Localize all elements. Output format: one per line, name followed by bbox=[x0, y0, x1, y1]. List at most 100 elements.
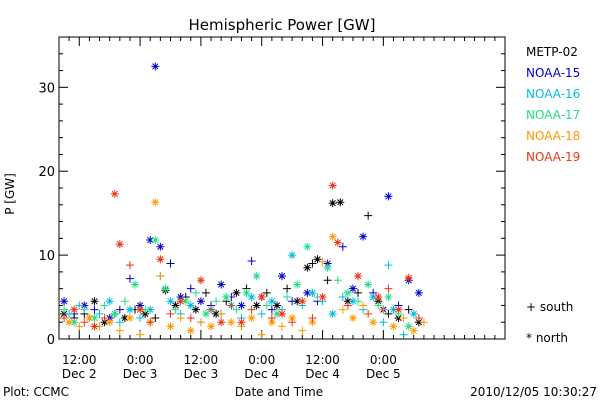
x-tick-label-date: Dec 5 bbox=[366, 367, 401, 381]
data-point bbox=[338, 305, 347, 314]
data-point bbox=[374, 293, 383, 302]
data-point bbox=[374, 301, 383, 310]
data-point bbox=[414, 318, 423, 327]
series-noaa-17 bbox=[60, 236, 413, 331]
legend-item: NOAA-18 bbox=[526, 129, 580, 143]
data-point bbox=[125, 261, 134, 270]
legend-item: NOAA-17 bbox=[526, 108, 580, 122]
data-point bbox=[115, 305, 124, 314]
data-point bbox=[384, 309, 393, 318]
data-point bbox=[166, 322, 175, 331]
footer-timestamp: 2010/12/05 10:30:27 bbox=[470, 385, 597, 399]
data-point bbox=[354, 297, 363, 306]
legend-item: NOAA-16 bbox=[526, 87, 580, 101]
data-point bbox=[272, 301, 281, 310]
data-point bbox=[369, 318, 378, 327]
data-point bbox=[166, 259, 175, 268]
data-point bbox=[65, 309, 74, 318]
x-tick-label-time: 0:00 bbox=[127, 353, 154, 367]
data-point bbox=[60, 314, 69, 323]
data-point bbox=[419, 318, 428, 327]
data-point bbox=[115, 326, 124, 335]
x-axis-label: Date and Time bbox=[235, 385, 323, 399]
data-point bbox=[115, 318, 124, 327]
data-point bbox=[328, 199, 337, 208]
series-noaa-19 bbox=[60, 181, 423, 331]
data-point bbox=[191, 305, 200, 314]
data-point bbox=[75, 301, 84, 310]
data-point bbox=[222, 293, 231, 302]
data-point bbox=[298, 297, 307, 306]
data-point bbox=[201, 288, 210, 297]
data-point bbox=[369, 293, 378, 302]
data-point bbox=[348, 297, 357, 306]
data-point bbox=[389, 305, 398, 314]
data-point bbox=[181, 297, 190, 306]
data-point bbox=[384, 192, 393, 201]
data-point bbox=[384, 261, 393, 270]
data-point bbox=[141, 309, 150, 318]
data-point bbox=[201, 309, 210, 318]
data-point bbox=[136, 305, 145, 314]
marker-legend-item: * north bbox=[526, 331, 568, 345]
data-point bbox=[125, 274, 134, 283]
data-point bbox=[354, 288, 363, 297]
data-point bbox=[293, 280, 302, 289]
data-point bbox=[196, 318, 205, 327]
data-point bbox=[364, 309, 373, 318]
data-point bbox=[328, 181, 337, 190]
data-point bbox=[227, 301, 236, 310]
data-point bbox=[217, 318, 226, 327]
x-tick-label-date: Dec 3 bbox=[184, 367, 219, 381]
data-point bbox=[303, 263, 312, 272]
data-point bbox=[267, 305, 276, 314]
data-point bbox=[161, 284, 170, 293]
data-point bbox=[110, 309, 119, 318]
data-point bbox=[267, 318, 276, 327]
data-point bbox=[336, 198, 345, 207]
data-point bbox=[176, 293, 185, 302]
data-point bbox=[171, 301, 180, 310]
data-point bbox=[237, 318, 246, 327]
data-point bbox=[267, 314, 276, 323]
data-point bbox=[247, 256, 256, 265]
data-point bbox=[136, 301, 145, 310]
data-point bbox=[343, 297, 352, 306]
data-point bbox=[186, 284, 195, 293]
data-point bbox=[323, 263, 332, 272]
data-point bbox=[90, 322, 99, 331]
data-point bbox=[359, 301, 368, 310]
data-point bbox=[414, 314, 423, 323]
data-point bbox=[105, 297, 114, 306]
data-point bbox=[70, 318, 79, 327]
data-point bbox=[333, 276, 342, 285]
data-point bbox=[232, 305, 241, 314]
data-point bbox=[288, 297, 297, 306]
data-point bbox=[90, 297, 99, 306]
data-point bbox=[60, 297, 69, 306]
data-point bbox=[176, 314, 185, 323]
data-point bbox=[217, 280, 226, 289]
data-point bbox=[151, 314, 160, 323]
data-point bbox=[100, 301, 109, 310]
data-point bbox=[166, 297, 175, 306]
data-point bbox=[293, 297, 302, 306]
data-point bbox=[151, 62, 160, 71]
data-point bbox=[136, 314, 145, 323]
data-point bbox=[146, 305, 155, 314]
data-point bbox=[146, 318, 155, 327]
data-point bbox=[348, 284, 357, 293]
data-point bbox=[85, 314, 94, 323]
data-point bbox=[374, 297, 383, 306]
data-point bbox=[232, 288, 241, 297]
data-point bbox=[100, 314, 109, 323]
data-point bbox=[95, 309, 104, 318]
data-point bbox=[318, 293, 327, 302]
x-tick-label-time: 0:00 bbox=[248, 353, 275, 367]
data-point bbox=[196, 276, 205, 285]
data-point bbox=[379, 318, 388, 327]
data-point bbox=[338, 242, 347, 251]
series-noaa-18 bbox=[65, 198, 428, 339]
